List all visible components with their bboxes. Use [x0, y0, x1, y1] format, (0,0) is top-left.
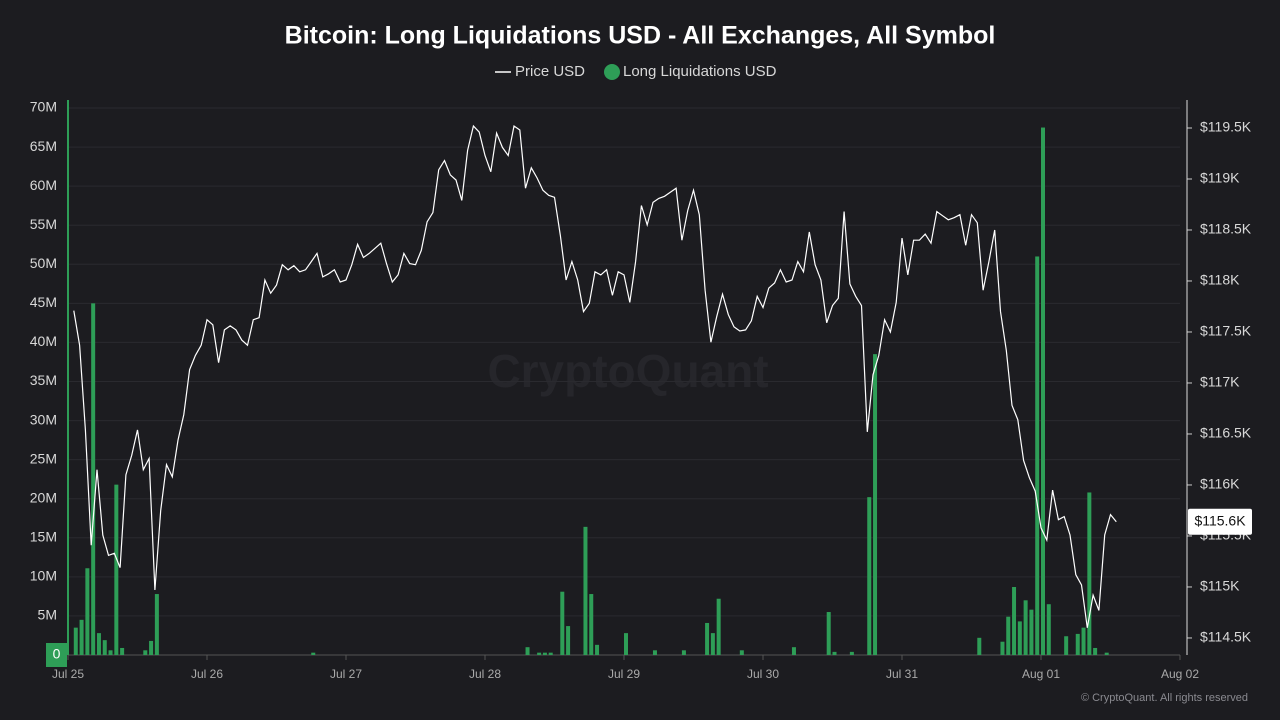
bar [311, 652, 316, 655]
bar [1064, 636, 1069, 655]
bar [154, 594, 159, 655]
bar [85, 568, 90, 655]
y-tick-label: 60M [30, 177, 57, 193]
bar [542, 652, 547, 655]
y-tick-label: 30M [30, 411, 57, 427]
bar [114, 484, 119, 655]
y-tick-label: 35M [30, 372, 57, 388]
bar [1087, 492, 1092, 655]
y-tick-label: 5M [38, 607, 57, 623]
y2-tick-label: $115K [1200, 578, 1240, 594]
bar [1081, 627, 1086, 655]
y-tick-label: 20M [30, 489, 57, 505]
y2-tick-label: $118K [1200, 272, 1240, 288]
bar [867, 497, 872, 655]
bar [705, 622, 710, 655]
bar [525, 647, 530, 655]
bar [652, 650, 657, 655]
y-marker-box [46, 643, 67, 667]
bar [1035, 256, 1040, 655]
y2-tick-label: $116K [1200, 476, 1240, 492]
bar [1093, 647, 1098, 655]
bar [96, 633, 101, 655]
bar [1012, 587, 1017, 655]
watermark: CryptoQuant [487, 345, 768, 397]
bar [583, 526, 588, 655]
x-tick-label: Aug 01 [1022, 667, 1060, 681]
bar [791, 647, 796, 655]
legend-label[interactable]: Long Liquidations USD [623, 63, 777, 80]
bar [710, 633, 715, 655]
bar [1041, 127, 1045, 656]
y-tick-label: 70M [30, 99, 57, 115]
bar [102, 640, 107, 655]
y-tick-label: 40M [30, 333, 57, 349]
bar [73, 627, 78, 655]
bar [589, 594, 594, 655]
bar [1006, 616, 1011, 655]
price-marker-label: $115.6K [1194, 512, 1246, 528]
bar [681, 650, 686, 655]
bar [1075, 633, 1080, 655]
bar [826, 612, 831, 655]
x-tick-label: Jul 30 [747, 667, 779, 681]
y-tick-label: 15M [30, 528, 57, 544]
bar [566, 626, 571, 655]
y2-tick-label: $118.5K [1200, 221, 1252, 237]
price-line [73, 124, 1117, 628]
x-tick-label: Jul 28 [469, 667, 501, 681]
bar [624, 633, 628, 655]
bar [1046, 604, 1051, 655]
x-tick-label: Jul 26 [191, 667, 223, 681]
chart-title: Bitcoin: Long Liquidations USD - All Exc… [285, 22, 996, 50]
bar [79, 619, 84, 655]
y2-tick-label: $117K [1200, 374, 1240, 390]
legend-dot-swatch [604, 64, 620, 80]
bar [849, 651, 854, 655]
x-tick-label: Jul 29 [608, 667, 640, 681]
y2-tick-label: $114.5K [1200, 629, 1252, 645]
bar [120, 647, 125, 655]
y-marker-label: 0 [53, 646, 61, 662]
bar [739, 650, 744, 655]
bar [1023, 600, 1028, 655]
bar [108, 650, 113, 655]
bar [977, 637, 982, 655]
y-tick-label: 45M [30, 294, 57, 310]
y-tick-label: 25M [30, 450, 57, 466]
credit: © CryptoQuant. All rights reserved [1081, 692, 1248, 704]
bar [548, 652, 553, 655]
y-tick-label: 55M [30, 216, 57, 232]
bar [595, 644, 600, 655]
y-tick-label: 65M [30, 138, 57, 154]
bar [1017, 621, 1022, 655]
bar [1029, 609, 1034, 655]
bar [1000, 641, 1005, 655]
x-tick-label: Jul 25 [52, 667, 84, 681]
x-tick-label: Jul 27 [330, 667, 362, 681]
y2-tick-label: $119.5K [1200, 119, 1252, 135]
bar [716, 598, 721, 655]
bar [832, 651, 837, 655]
y-tick-label: 10M [30, 568, 57, 584]
bar [143, 650, 148, 655]
bar [91, 303, 96, 655]
y2-tick-label: $117.5K [1200, 323, 1252, 339]
bar [1104, 652, 1109, 655]
bar [537, 652, 542, 655]
bar [873, 354, 878, 655]
bar [560, 591, 565, 655]
y2-tick-label: $116.5K [1200, 425, 1252, 441]
x-tick-label: Aug 02 [1161, 667, 1199, 681]
x-tick-label: Jul 31 [886, 667, 918, 681]
y2-tick-label: $119K [1200, 170, 1240, 186]
legend-label[interactable]: Price USD [515, 63, 585, 80]
y-tick-label: 50M [30, 255, 57, 271]
bar [149, 640, 154, 655]
price-marker-box [1188, 508, 1252, 535]
